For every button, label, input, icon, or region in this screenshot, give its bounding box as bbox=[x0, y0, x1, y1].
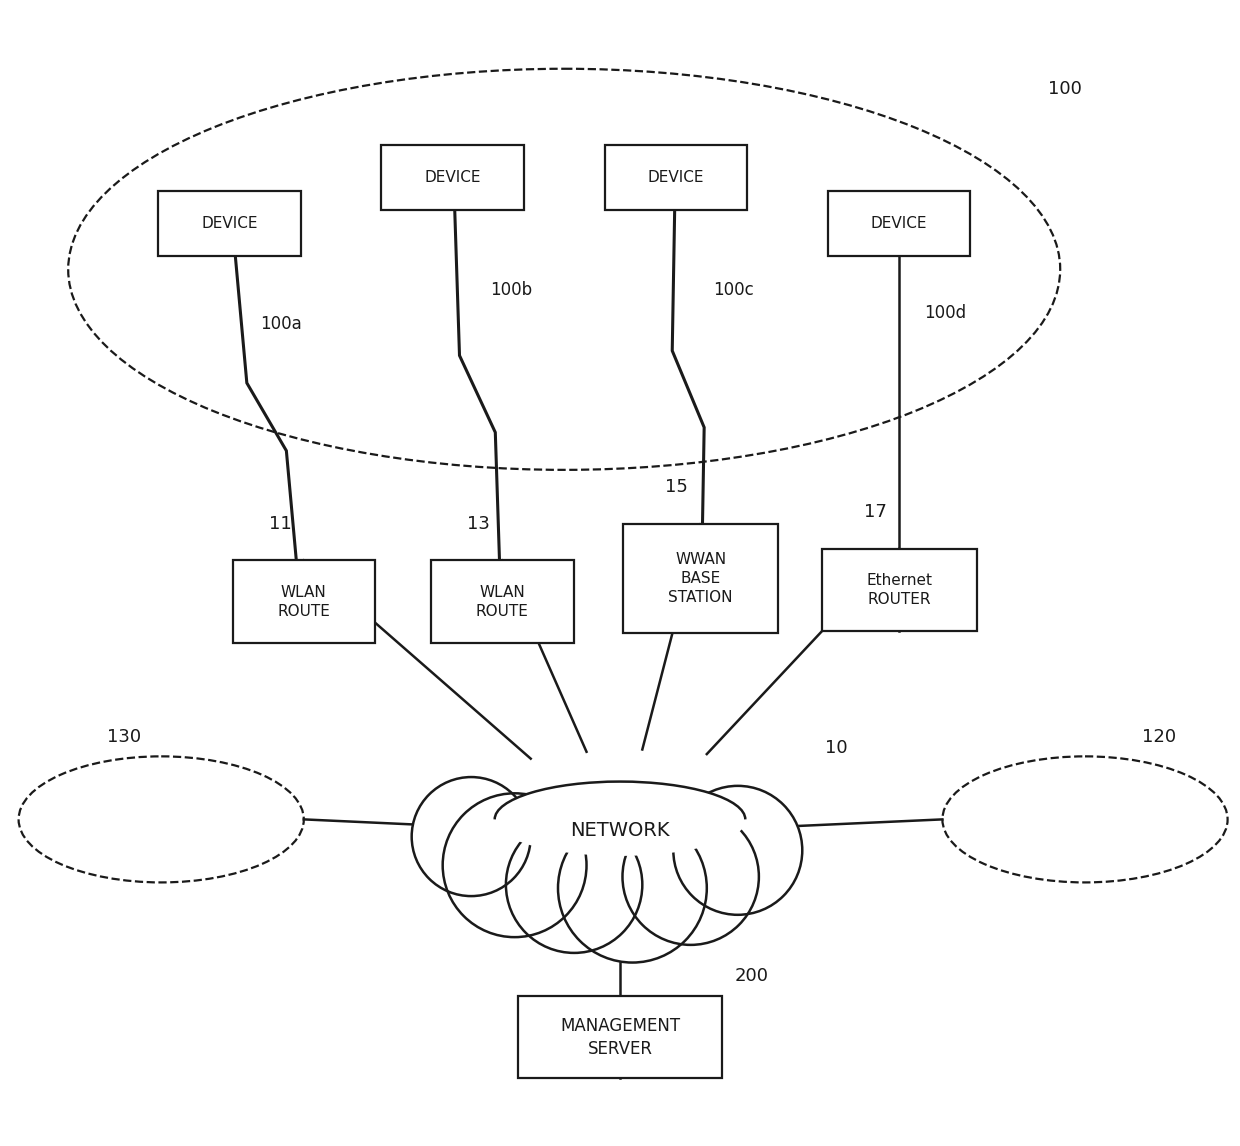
FancyBboxPatch shape bbox=[821, 549, 977, 631]
FancyBboxPatch shape bbox=[622, 525, 779, 633]
Circle shape bbox=[622, 808, 759, 945]
Text: 200: 200 bbox=[734, 967, 769, 986]
FancyBboxPatch shape bbox=[432, 560, 573, 643]
Text: 100a: 100a bbox=[260, 315, 303, 333]
Circle shape bbox=[558, 814, 707, 963]
Text: Ethernet
ROUTER: Ethernet ROUTER bbox=[866, 573, 932, 607]
Circle shape bbox=[412, 777, 531, 896]
Text: 13: 13 bbox=[467, 515, 490, 533]
Text: MANAGEMENT
SERVER: MANAGEMENT SERVER bbox=[560, 1017, 680, 1058]
Text: DEVICE: DEVICE bbox=[870, 215, 928, 231]
Text: 10: 10 bbox=[825, 739, 847, 758]
Text: 130: 130 bbox=[107, 728, 141, 746]
Circle shape bbox=[443, 793, 587, 937]
Text: DEVICE: DEVICE bbox=[647, 170, 704, 186]
Text: WLAN
ROUTE: WLAN ROUTE bbox=[476, 584, 528, 619]
Ellipse shape bbox=[68, 69, 1060, 470]
Text: 100: 100 bbox=[1048, 80, 1081, 99]
Ellipse shape bbox=[494, 783, 746, 856]
FancyBboxPatch shape bbox=[381, 146, 523, 210]
Text: DEVICE: DEVICE bbox=[201, 215, 258, 231]
Text: 100d: 100d bbox=[924, 304, 966, 322]
Circle shape bbox=[506, 816, 642, 953]
FancyBboxPatch shape bbox=[233, 560, 374, 643]
FancyBboxPatch shape bbox=[518, 996, 722, 1078]
Ellipse shape bbox=[486, 777, 754, 862]
Text: 100b: 100b bbox=[490, 281, 532, 299]
Text: 11: 11 bbox=[269, 515, 291, 533]
Text: 120: 120 bbox=[1142, 728, 1177, 746]
Ellipse shape bbox=[942, 756, 1228, 882]
Text: 100c: 100c bbox=[713, 281, 754, 299]
FancyBboxPatch shape bbox=[605, 146, 748, 210]
FancyBboxPatch shape bbox=[828, 190, 971, 256]
Text: 15: 15 bbox=[666, 479, 688, 496]
Text: NETWORK: NETWORK bbox=[570, 822, 670, 840]
Text: 17: 17 bbox=[864, 503, 887, 521]
Text: WLAN
ROUTE: WLAN ROUTE bbox=[278, 584, 330, 619]
Text: WWAN
BASE
STATION: WWAN BASE STATION bbox=[668, 552, 733, 605]
Circle shape bbox=[673, 786, 802, 915]
Text: DEVICE: DEVICE bbox=[424, 170, 481, 186]
FancyBboxPatch shape bbox=[159, 190, 301, 256]
Ellipse shape bbox=[19, 756, 304, 882]
